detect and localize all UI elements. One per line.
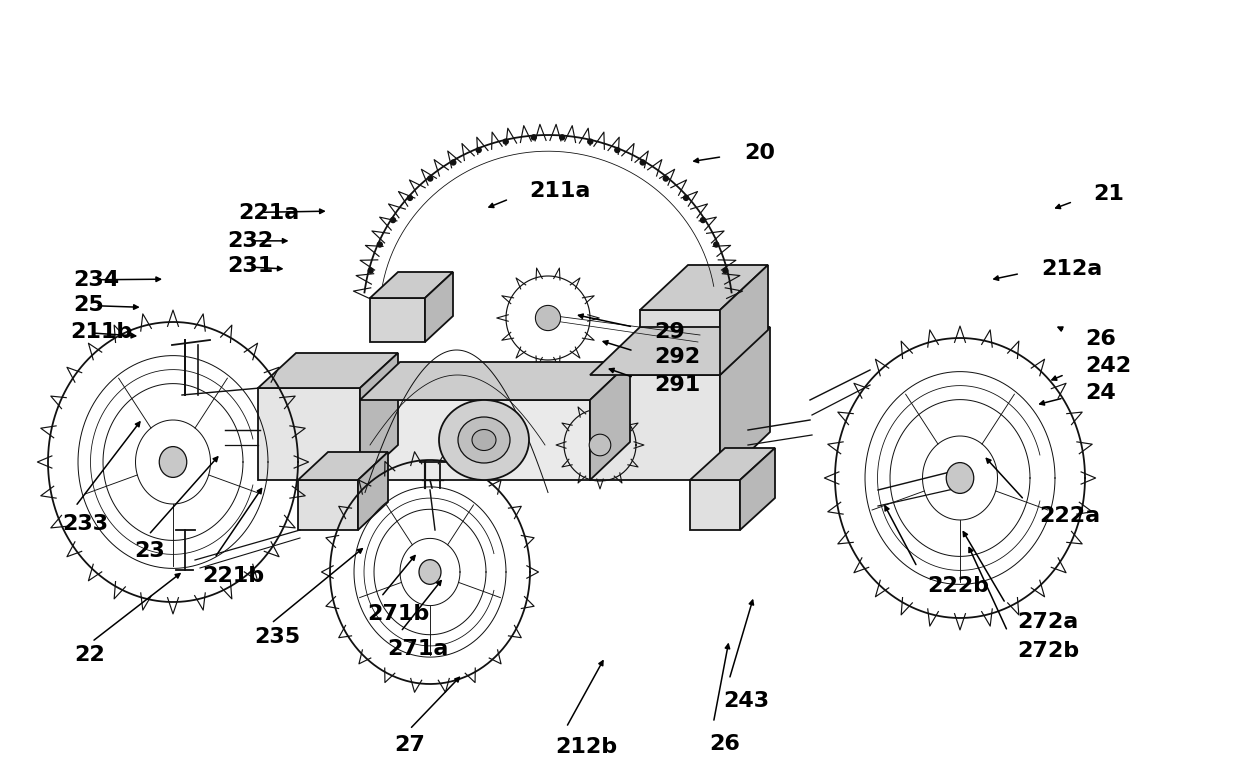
- Circle shape: [531, 135, 536, 140]
- Polygon shape: [640, 310, 720, 375]
- Text: 21: 21: [1094, 184, 1125, 204]
- Circle shape: [701, 217, 706, 223]
- Text: 24: 24: [1085, 382, 1116, 403]
- Polygon shape: [720, 327, 770, 480]
- Circle shape: [589, 434, 611, 456]
- Text: 292: 292: [655, 347, 701, 368]
- Polygon shape: [360, 362, 630, 400]
- Polygon shape: [298, 480, 358, 530]
- Circle shape: [615, 148, 620, 152]
- Text: 272b: 272b: [1017, 641, 1079, 662]
- Polygon shape: [740, 448, 775, 530]
- Text: 291: 291: [655, 375, 701, 395]
- Text: 23: 23: [134, 541, 165, 561]
- Text: 212a: 212a: [1042, 259, 1102, 279]
- Circle shape: [714, 242, 719, 247]
- Polygon shape: [720, 265, 768, 375]
- Text: 243: 243: [723, 691, 769, 711]
- Ellipse shape: [419, 560, 441, 584]
- Text: 222a: 222a: [1039, 506, 1100, 526]
- Text: 272a: 272a: [1017, 612, 1078, 633]
- Text: 212b: 212b: [556, 737, 618, 757]
- Text: 271b: 271b: [367, 604, 429, 624]
- Polygon shape: [298, 452, 388, 480]
- Text: 27: 27: [394, 735, 425, 755]
- Circle shape: [588, 139, 593, 144]
- Circle shape: [451, 160, 456, 165]
- Text: 211b: 211b: [71, 321, 133, 342]
- Polygon shape: [640, 265, 768, 310]
- Text: 233: 233: [62, 514, 108, 534]
- Circle shape: [559, 135, 564, 140]
- Circle shape: [391, 217, 396, 223]
- Text: 222b: 222b: [928, 576, 990, 597]
- Ellipse shape: [439, 400, 529, 480]
- Polygon shape: [689, 480, 740, 530]
- Ellipse shape: [946, 463, 973, 493]
- Circle shape: [368, 268, 373, 273]
- Polygon shape: [258, 388, 360, 480]
- Text: 221b: 221b: [202, 566, 264, 586]
- Text: 231: 231: [227, 256, 273, 276]
- Ellipse shape: [159, 447, 187, 477]
- Text: 235: 235: [254, 627, 300, 647]
- Circle shape: [683, 196, 688, 200]
- Polygon shape: [370, 298, 425, 342]
- Polygon shape: [425, 272, 453, 342]
- Polygon shape: [258, 353, 398, 388]
- Polygon shape: [590, 327, 770, 375]
- Polygon shape: [360, 400, 590, 480]
- Circle shape: [408, 196, 413, 200]
- Polygon shape: [590, 375, 720, 480]
- Text: 232: 232: [227, 231, 273, 251]
- Circle shape: [723, 268, 728, 273]
- Circle shape: [663, 176, 668, 181]
- Text: 211a: 211a: [529, 181, 590, 201]
- Ellipse shape: [458, 417, 510, 463]
- Circle shape: [640, 160, 645, 165]
- Text: 221a: 221a: [238, 203, 299, 223]
- Text: 22: 22: [74, 645, 105, 665]
- Circle shape: [476, 148, 481, 152]
- Polygon shape: [590, 362, 630, 480]
- Circle shape: [377, 242, 382, 247]
- Text: 234: 234: [73, 270, 119, 290]
- Polygon shape: [370, 272, 453, 298]
- Circle shape: [428, 176, 433, 181]
- Polygon shape: [358, 452, 388, 530]
- Polygon shape: [689, 448, 775, 480]
- Text: 271a: 271a: [387, 639, 448, 659]
- Polygon shape: [360, 353, 398, 480]
- Text: 26: 26: [709, 734, 740, 755]
- Text: 242: 242: [1085, 356, 1131, 376]
- Text: 20: 20: [744, 143, 775, 163]
- Text: 26: 26: [1085, 329, 1116, 350]
- Circle shape: [503, 139, 508, 144]
- Circle shape: [536, 306, 560, 331]
- Text: 29: 29: [655, 321, 686, 342]
- Text: 25: 25: [73, 295, 104, 315]
- Ellipse shape: [472, 429, 496, 450]
